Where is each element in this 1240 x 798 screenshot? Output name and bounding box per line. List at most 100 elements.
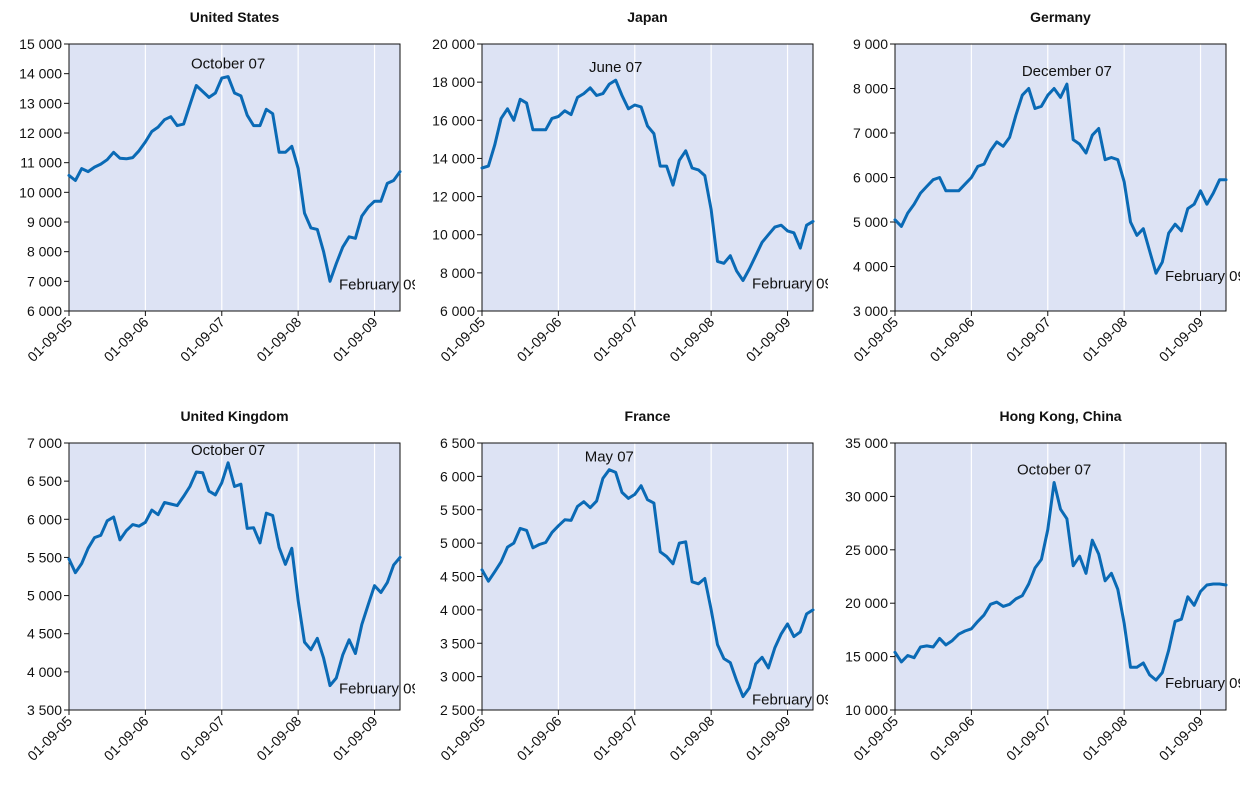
series-line bbox=[67, 461, 402, 688]
x-tick-label: 01-09-06 bbox=[514, 314, 565, 365]
annotation-label: October 07 bbox=[191, 56, 265, 73]
x-tick-label: 01-09-05 bbox=[850, 713, 901, 764]
y-tick-label: 8 000 bbox=[853, 81, 888, 97]
annotation-label: February 09 bbox=[339, 276, 415, 293]
y-tick-label: 6 000 bbox=[27, 303, 62, 319]
y-tick-label: 30 000 bbox=[845, 488, 888, 504]
y-tick-label: 10 000 bbox=[19, 184, 62, 200]
y-tick-label: 6 500 bbox=[440, 435, 475, 451]
y-tick-label: 7 000 bbox=[27, 273, 62, 289]
y-tick-label: 6 000 bbox=[853, 170, 888, 186]
x-tick-label: 01-09-09 bbox=[1156, 314, 1207, 365]
y-tick-label: 4 500 bbox=[27, 626, 62, 642]
y-tick-label: 2 500 bbox=[440, 702, 475, 718]
y-tick-label: 3 500 bbox=[27, 702, 62, 718]
series-line bbox=[893, 82, 1228, 275]
annotation-label: June 07 bbox=[589, 59, 642, 76]
y-tick-label: 20 000 bbox=[845, 595, 888, 611]
y-tick-label: 9 000 bbox=[853, 36, 888, 52]
chart-svg-united-kingdom: United Kingdom 01-09-05 01-09-06 01-09-07 01… bbox=[24, 408, 415, 764]
x-tick-label: 01-09-05 bbox=[437, 713, 488, 764]
x-tick-label: 01-09-08 bbox=[666, 713, 717, 764]
y-tick-label: 15 000 bbox=[19, 36, 62, 52]
annotation-label: May 07 bbox=[585, 449, 634, 466]
y-tick-label: 12 000 bbox=[19, 125, 62, 141]
y-tick-label: 3 000 bbox=[440, 669, 475, 685]
plot-frame bbox=[481, 43, 814, 312]
y-tick-label: 5 000 bbox=[27, 588, 62, 604]
annotation-label: February 09 bbox=[1165, 268, 1240, 285]
y-tick-label: 7 000 bbox=[853, 125, 888, 141]
y-tick-label: 7 000 bbox=[27, 435, 62, 451]
y-tick-label: 12 000 bbox=[432, 189, 475, 205]
x-tick-label: 01-09-08 bbox=[253, 314, 304, 365]
chart-title: United Kingdom bbox=[180, 408, 288, 424]
x-tick-label: 01-09-06 bbox=[101, 314, 152, 365]
chart-panel-united-states: United States 01-09-05 01-09-06 01-09-07 01-… bbox=[2, 0, 415, 399]
y-tick-label: 5 000 bbox=[440, 535, 475, 551]
annotation-label: February 09 bbox=[752, 692, 828, 709]
x-tick-label: 01-09-09 bbox=[1156, 713, 1207, 764]
x-tick-label: 01-09-07 bbox=[590, 713, 641, 764]
plot-area bbox=[69, 44, 400, 311]
series-line bbox=[893, 481, 1228, 682]
plot-area bbox=[895, 443, 1226, 710]
y-tick-label: 4 000 bbox=[853, 259, 888, 275]
y-tick-label: 14 000 bbox=[432, 150, 475, 166]
y-tick-label: 10 000 bbox=[432, 227, 475, 243]
annotation-label: February 09 bbox=[339, 681, 415, 698]
plot-frame bbox=[68, 43, 401, 312]
x-tick-label: 01-09-06 bbox=[927, 314, 978, 365]
y-tick-label: 35 000 bbox=[845, 435, 888, 451]
y-tick-label: 6 000 bbox=[27, 511, 62, 527]
plot-area bbox=[482, 443, 813, 710]
x-tick-label: 01-09-09 bbox=[330, 314, 381, 365]
y-tick-label: 13 000 bbox=[19, 95, 62, 111]
x-tick-label: 01-09-05 bbox=[850, 314, 901, 365]
y-tick-label: 8 000 bbox=[27, 244, 62, 260]
y-tick-label: 25 000 bbox=[845, 542, 888, 558]
y-tick-label: 16 000 bbox=[432, 112, 475, 128]
y-tick-label: 15 000 bbox=[845, 649, 888, 665]
series-line bbox=[67, 75, 402, 283]
annotation-label: December 07 bbox=[1022, 63, 1112, 80]
y-tick-label: 5 500 bbox=[440, 502, 475, 518]
chart-title: Japan bbox=[627, 9, 667, 25]
x-tick-label: 01-09-08 bbox=[1079, 314, 1130, 365]
chart-title: Germany bbox=[1030, 9, 1091, 25]
plot-area bbox=[895, 44, 1226, 311]
chart-panel-hong-kong-china: Hong Kong, China 01-09-05 01-09-06 01-09-07… bbox=[828, 399, 1240, 798]
annotation-label: October 07 bbox=[191, 442, 265, 459]
y-tick-label: 10 000 bbox=[845, 702, 888, 718]
chart-svg-germany: Germany 01-09-05 01-09-06 01-09-07 01-09-08 0… bbox=[850, 9, 1240, 365]
x-tick-label: 01-09-05 bbox=[437, 314, 488, 365]
y-tick-label: 9 000 bbox=[27, 214, 62, 230]
chart-title: Hong Kong, China bbox=[999, 408, 1121, 424]
y-tick-label: 11 000 bbox=[20, 155, 62, 171]
y-tick-label: 4 000 bbox=[440, 602, 475, 618]
x-tick-label: 01-09-08 bbox=[666, 314, 717, 365]
y-tick-label: 6 000 bbox=[440, 303, 475, 319]
series-line bbox=[480, 468, 815, 699]
plot-frame bbox=[481, 442, 814, 711]
y-tick-label: 20 000 bbox=[432, 36, 475, 52]
x-tick-label: 01-09-06 bbox=[514, 713, 565, 764]
x-tick-label: 01-09-08 bbox=[1079, 713, 1130, 764]
y-tick-label: 4 500 bbox=[440, 569, 475, 585]
chart-svg-japan: Japan 01-09-05 01-09-06 01-09-07 01-09-08 01-… bbox=[432, 9, 828, 365]
chart-panel-france: France 01-09-05 01-09-06 01-09-07 01-09-08 01… bbox=[415, 399, 828, 798]
x-tick-label: 01-09-09 bbox=[743, 314, 794, 365]
annotation-label: February 09 bbox=[752, 275, 828, 292]
series-line bbox=[480, 78, 815, 282]
chart-title: France bbox=[625, 408, 671, 424]
x-tick-label: 01-09-08 bbox=[253, 713, 304, 764]
plot-area bbox=[482, 44, 813, 311]
plot-frame bbox=[68, 442, 401, 711]
x-tick-label: 01-09-07 bbox=[1003, 713, 1054, 764]
x-tick-label: 01-09-05 bbox=[24, 713, 75, 764]
annotation-label: October 07 bbox=[1017, 462, 1091, 479]
chart-svg-france: France 01-09-05 01-09-06 01-09-07 01-09-08 01… bbox=[437, 408, 828, 764]
chart-panel-germany: Germany 01-09-05 01-09-06 01-09-07 01-09-08 0… bbox=[828, 0, 1240, 399]
x-tick-label: 01-09-06 bbox=[101, 713, 152, 764]
